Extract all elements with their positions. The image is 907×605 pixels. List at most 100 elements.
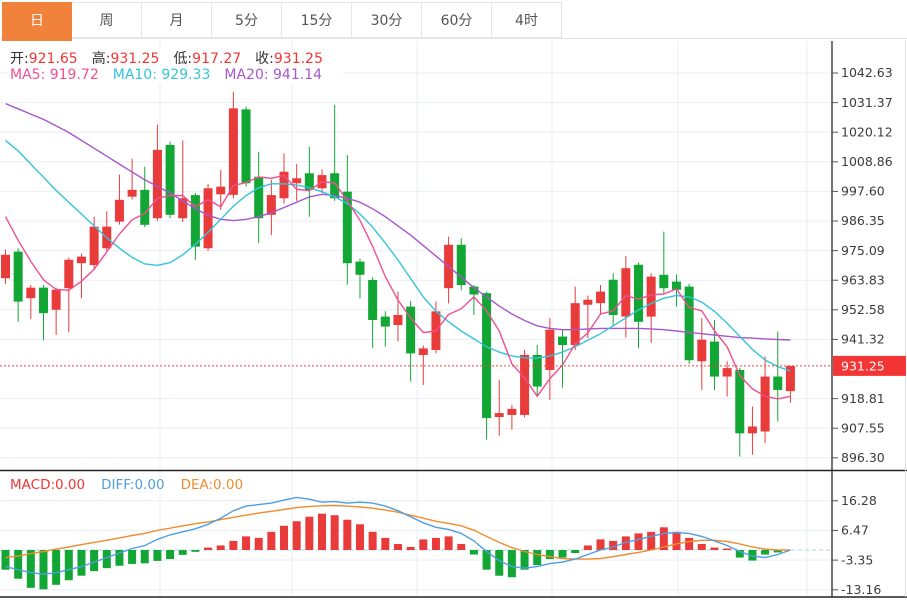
macd-bar: [166, 550, 175, 560]
candle-body: [418, 348, 428, 355]
candle-body: [266, 195, 276, 215]
candle: [507, 404, 517, 430]
candles-layer: [1, 91, 795, 457]
diff-value-readout: DIFF:0.00: [101, 477, 165, 493]
candle: [456, 238, 466, 291]
candle-body: [507, 408, 517, 415]
current-price-badge: 931.25: [833, 355, 906, 376]
candle-body: [190, 195, 200, 247]
candle-body: [456, 244, 466, 286]
high-value: 931.25: [110, 51, 160, 67]
tab-month[interactable]: 月: [142, 2, 212, 38]
candle-body: [1, 254, 10, 279]
price-tick-label: 941.32: [841, 332, 885, 347]
candle-body: [469, 286, 479, 295]
candle: [13, 248, 23, 322]
macd-bar: [14, 550, 23, 579]
candle: [304, 146, 314, 217]
ohlc-readout: 开:921.65 高:931.25 低:917.27 收:931.25: [8, 48, 343, 68]
macd-bar: [355, 524, 364, 550]
candle: [228, 91, 238, 199]
candle: [216, 169, 226, 210]
macd-bar: [216, 545, 225, 550]
macd-tick-label: -3.35: [841, 552, 873, 567]
candle-body: [13, 251, 23, 302]
candle: [89, 216, 99, 270]
macd-readout: MACD:0.00 DIFF:0.00 DEA:0.00: [8, 477, 266, 493]
macd-bar: [761, 550, 770, 555]
current-price-label: 931.25: [841, 358, 885, 373]
macd-tick-label: 16.28: [841, 493, 877, 508]
high-label: 高:: [91, 51, 111, 67]
candle: [1, 249, 10, 284]
macd-bar: [140, 550, 149, 564]
candle-body: [89, 226, 99, 266]
candle-body: [684, 286, 694, 361]
candle-body: [216, 186, 226, 195]
tab-60min[interactable]: 60分: [422, 2, 492, 38]
macd-bar: [507, 550, 516, 578]
candle: [760, 356, 770, 444]
candle-body: [292, 178, 302, 184]
candle: [165, 141, 175, 218]
ma5-line: [4, 174, 791, 400]
tab-30min[interactable]: 30分: [352, 2, 422, 38]
candle-body: [494, 413, 504, 418]
macd-bar: [571, 550, 580, 554]
macd-bar: [267, 531, 276, 550]
candle-body: [279, 171, 289, 199]
price-tick-label: 963.83: [841, 272, 885, 287]
macd-bar: [748, 550, 757, 561]
ma20-line: [5, 102, 791, 341]
candle: [570, 286, 580, 350]
ma-readout: MA5: 919.72 MA10: 929.33 MA20: 941.14: [8, 67, 343, 83]
candle-body: [393, 315, 403, 326]
macd-bar: [153, 550, 162, 561]
close-value: 931.25: [273, 51, 323, 67]
candle-body: [697, 339, 707, 362]
tabbar-underline: [0, 38, 907, 39]
macd-bar: [343, 519, 352, 550]
candle-body: [646, 276, 656, 317]
candle-body: [64, 259, 74, 289]
macd-bar: [419, 539, 428, 550]
tab-4hour[interactable]: 4时: [492, 2, 562, 38]
macd-bar: [533, 550, 542, 566]
price-tick-label: 1020.12: [841, 124, 893, 139]
macd-bar: [178, 550, 187, 555]
candle: [114, 174, 124, 225]
tab-week[interactable]: 周: [72, 2, 142, 38]
macd-bar: [773, 550, 782, 553]
macd-bar: [229, 540, 238, 550]
candle: [254, 151, 264, 243]
candle-body: [304, 173, 314, 190]
candle-body: [342, 191, 352, 264]
open-label: 开:: [10, 51, 29, 67]
candle: [469, 285, 479, 316]
macd-bar: [52, 550, 61, 585]
candle: [608, 273, 618, 327]
macd-tick-label: 6.47: [841, 523, 869, 538]
close-label: 收:: [255, 51, 274, 67]
candle: [583, 295, 593, 339]
tab-5min[interactable]: 5分: [212, 2, 282, 38]
macd-bar: [596, 539, 605, 550]
diff-line: [5, 496, 791, 575]
candle: [330, 104, 340, 201]
macd-bar: [393, 543, 402, 550]
macd-histogram: [1, 513, 782, 590]
candle: [634, 262, 643, 349]
candle-body: [760, 376, 770, 432]
candle-body: [127, 189, 137, 197]
tab-15min[interactable]: 15分: [282, 2, 352, 38]
price-tick-label: 952.58: [841, 302, 885, 317]
macd-bar: [242, 536, 251, 550]
candle: [64, 257, 74, 333]
macd-bar: [647, 531, 656, 550]
candle-body: [608, 279, 618, 316]
candle-body: [735, 369, 745, 434]
candle-body: [38, 287, 48, 314]
macd-bar: [495, 550, 504, 576]
tab-day[interactable]: 日: [2, 2, 72, 41]
